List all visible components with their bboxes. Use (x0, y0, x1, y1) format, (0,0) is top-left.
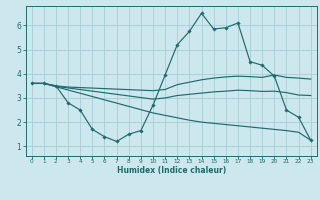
X-axis label: Humidex (Indice chaleur): Humidex (Indice chaleur) (116, 166, 226, 175)
